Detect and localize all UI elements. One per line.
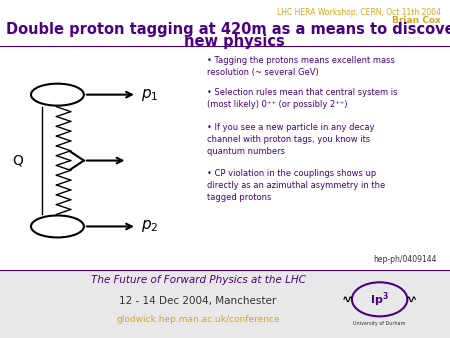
Text: 12 - 14 Dec 2004, Manchester: 12 - 14 Dec 2004, Manchester <box>119 296 277 306</box>
Text: • CP violation in the couplings shows up
directly as an azimuthal asymmetry in t: • CP violation in the couplings shows up… <box>207 169 385 201</box>
Text: new physics: new physics <box>184 34 284 49</box>
Ellipse shape <box>31 216 84 237</box>
Text: • Tagging the protons means excellent mass
resolution (~ several GeV): • Tagging the protons means excellent ma… <box>207 56 395 77</box>
Text: $p_1$: $p_1$ <box>140 87 158 103</box>
Ellipse shape <box>31 83 84 105</box>
Text: • Selection rules mean that central system is
(most likely) 0⁺⁺ (or possibly 2⁺⁺: • Selection rules mean that central syst… <box>207 88 397 109</box>
Text: $\mathbf{Ip^3}$: $\mathbf{Ip^3}$ <box>370 290 389 309</box>
Text: The Future of Forward Physics at the LHC: The Future of Forward Physics at the LHC <box>90 275 306 286</box>
Text: $p_2$: $p_2$ <box>140 218 158 235</box>
Text: hep-ph/0409144: hep-ph/0409144 <box>373 255 436 264</box>
FancyBboxPatch shape <box>0 270 450 338</box>
Text: Q: Q <box>12 153 23 168</box>
Text: Brian Cox: Brian Cox <box>392 16 441 25</box>
Text: University of Durham: University of Durham <box>353 321 406 326</box>
Text: • If you see a new particle in any decay
channel with proton tags, you know its
: • If you see a new particle in any decay… <box>207 123 374 156</box>
Text: LHC HERA Workshop, CERN, Oct 11th 2004: LHC HERA Workshop, CERN, Oct 11th 2004 <box>277 8 441 18</box>
Text: glodwick.hep.man.ac.uk/conference: glodwick.hep.man.ac.uk/conference <box>116 315 280 324</box>
Text: Double proton tagging at 420m as a means to discover: Double proton tagging at 420m as a means… <box>6 22 450 37</box>
